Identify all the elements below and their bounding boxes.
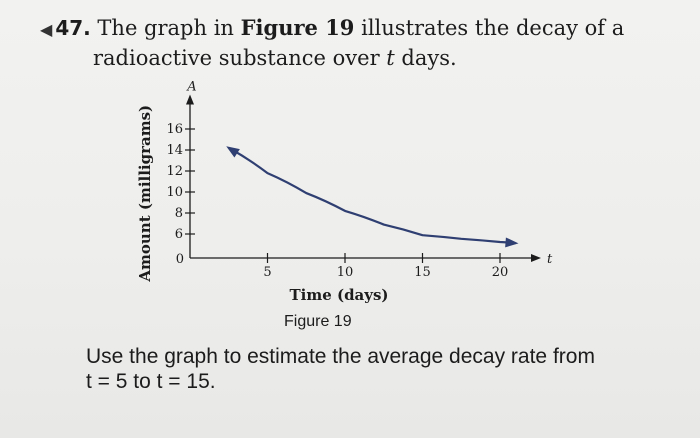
problem-statement: ◀ 47. The graph in Figure 19 illustrates … xyxy=(40,14,680,72)
problem-line2-b: days. xyxy=(394,46,457,70)
x-tick-label: 15 xyxy=(414,265,431,280)
y-axis-arrow-icon xyxy=(186,94,194,105)
x-axis-variable: t xyxy=(547,252,553,267)
y-tick-label: 16 xyxy=(166,122,183,137)
triangle-bullet-icon: ◀ xyxy=(40,20,53,39)
x-tick-label: 10 xyxy=(337,265,354,280)
figure-caption: Figure 19 xyxy=(284,313,352,330)
problem-text-a: The graph in xyxy=(90,16,241,40)
chart-plot-area: t A 0 5 10 15 20 6 8 10 12 14 16 Time (days) Amount (m… xyxy=(136,80,553,305)
origin-label: 0 xyxy=(176,252,184,267)
y-tick-label: 14 xyxy=(166,143,183,158)
question-line-1: Use the graph to estimate the average de… xyxy=(86,345,595,368)
problem-line-2: radioactive substance over t days. xyxy=(40,44,680,72)
figure-reference: Figure 19 xyxy=(240,15,355,40)
y-tick-label: 10 xyxy=(166,185,183,200)
problem-line2-a: radioactive substance over xyxy=(93,46,387,70)
x-axis-arrow-icon xyxy=(531,254,541,262)
y-axis-variable: A xyxy=(186,80,196,95)
problem-number: 47. xyxy=(55,16,91,40)
time-variable: t xyxy=(386,46,395,70)
problem-text-b: illustrates the decay of a xyxy=(354,16,625,40)
curve-end-arrow-icon xyxy=(505,237,519,248)
x-axis-title: Time (days) xyxy=(289,286,388,304)
curve-start-arrow-icon xyxy=(226,146,240,158)
x-tick-label: 20 xyxy=(492,265,509,280)
question-text: Use the graph to estimate the average de… xyxy=(86,344,686,394)
y-tick-label: 6 xyxy=(175,227,183,242)
y-tick-label: 12 xyxy=(166,164,183,179)
question-line-2: t = 5 to t = 15. xyxy=(86,370,216,393)
decay-curve-line xyxy=(228,146,516,245)
x-tick-label: 5 xyxy=(263,265,271,280)
y-tick-label: 8 xyxy=(175,206,183,221)
y-axis-title: Amount (milligrams) xyxy=(136,105,154,283)
